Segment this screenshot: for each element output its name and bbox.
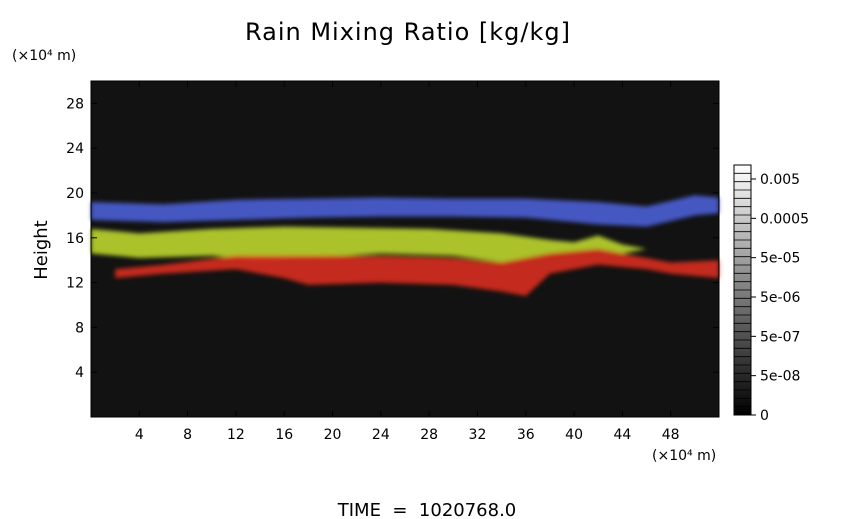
plot-frame (90, 80, 720, 418)
colorbar-label: 0.005 (760, 172, 800, 188)
layer-1 (91, 195, 719, 227)
x-tick-label: 40 (565, 427, 583, 443)
x-tick-label: 36 (517, 427, 535, 443)
y-axis-label: Height (31, 220, 52, 280)
colorbar-label: 0 (760, 408, 769, 424)
x-tick-label: 24 (372, 427, 390, 443)
y-tick-label: 24 (66, 141, 84, 157)
time-footer: TIME = 1020768.0 (337, 500, 517, 519)
colorbar-label: 5e-06 (760, 290, 800, 306)
x-tick-label: 4 (135, 427, 144, 443)
colorbar-label: 5e-08 (760, 369, 800, 385)
x-tick-label: 12 (227, 427, 245, 443)
x-axis: 4 8 12 16 20 24 28 32 36 40 44 48 (135, 81, 680, 443)
x-axis-unit-label: (×10⁴ m) (652, 448, 716, 464)
y-tick-label: 4 (75, 365, 84, 381)
y-tick-label: 16 (66, 231, 84, 247)
x-tick-label: 8 (183, 427, 192, 443)
layer-2 (91, 226, 647, 263)
y-axis: 4 8 12 16 20 24 28 (66, 96, 719, 381)
x-tick-label: 16 (275, 427, 293, 443)
layer-3 (115, 249, 719, 297)
x-tick-label: 48 (662, 427, 680, 443)
y-tick-label: 28 (66, 96, 84, 112)
x-tick-label: 44 (613, 427, 631, 443)
colorbar-label: 5e-07 (760, 329, 800, 345)
colorbar-label: 5e-05 (760, 251, 800, 267)
y-tick-label: 20 (66, 186, 84, 202)
colorbar-label: 0.0005 (760, 211, 809, 227)
chart-title: Rain Mixing Ratio [kg/kg] (245, 18, 571, 46)
data-layers (91, 195, 719, 297)
y-tick-label: 8 (75, 320, 84, 336)
x-tick-label: 28 (420, 427, 438, 443)
y-axis-unit-label: (×10⁴ m) (12, 48, 76, 64)
x-tick-label: 32 (469, 427, 487, 443)
colorbar: 0.005 0.0005 5e-05 5e-06 5e-07 5e-08 0 (733, 164, 809, 424)
y-tick-label: 12 (66, 276, 84, 292)
x-tick-label: 20 (324, 427, 342, 443)
